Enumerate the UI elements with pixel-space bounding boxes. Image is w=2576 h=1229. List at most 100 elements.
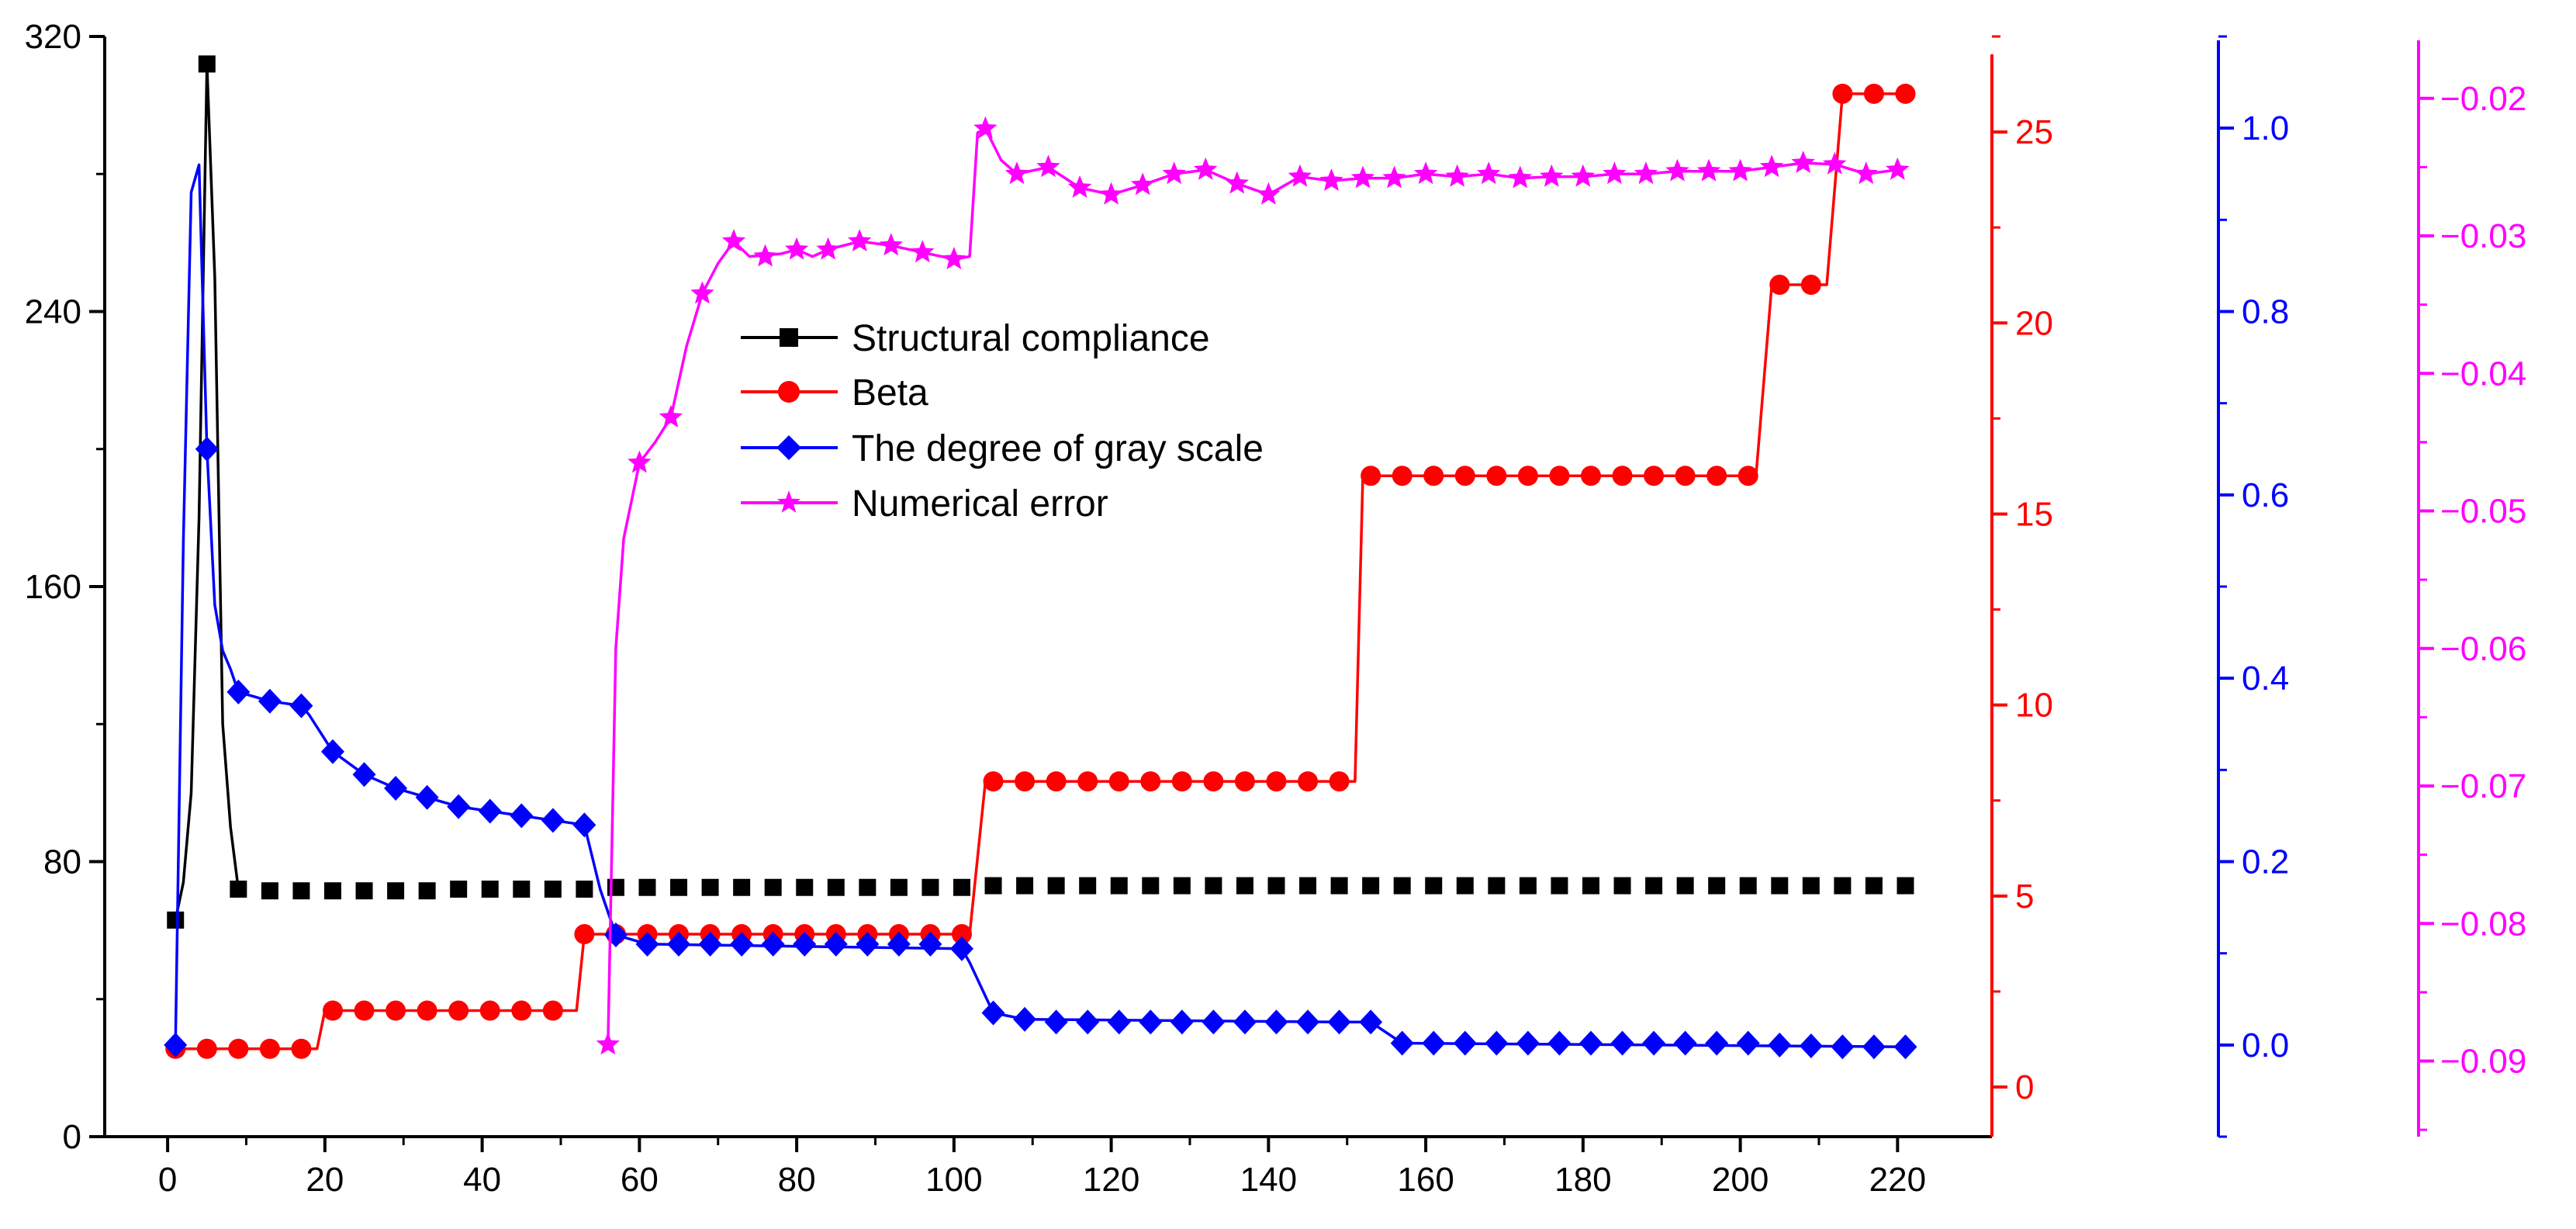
data-point-beta [259, 1038, 280, 1059]
data-point-gray [1547, 1030, 1572, 1056]
data-point-compliance [230, 880, 247, 898]
data-point-beta [1298, 771, 1319, 792]
data-point-compliance [1142, 877, 1160, 895]
data-point-gray [1893, 1034, 1917, 1060]
legend-entry-gray: The degree of gray scale [741, 428, 1264, 469]
x-tick-label: 120 [1083, 1161, 1139, 1199]
blue-tick-label: 0.8 [2242, 293, 2289, 331]
data-point-gray [1485, 1030, 1509, 1056]
data-point-beta [1108, 771, 1129, 792]
data-point-gray [667, 931, 691, 957]
data-point-gray [1202, 1009, 1226, 1035]
x-tick-label: 40 [463, 1161, 501, 1199]
data-point-gray [918, 931, 942, 957]
data-point-error [596, 1032, 620, 1055]
data-point-gray [572, 812, 596, 838]
data-point-compliance [1173, 877, 1191, 895]
data-point-gray [1296, 1009, 1320, 1035]
data-point-gray [1013, 1006, 1037, 1032]
data-point-beta [1549, 466, 1570, 486]
data-point-gray [1422, 1030, 1446, 1056]
data-point-gray [415, 784, 439, 810]
data-point-gray [1642, 1030, 1666, 1056]
data-point-compliance [1330, 877, 1348, 895]
data-point-gray [635, 931, 659, 957]
red-tick-label: 0 [2015, 1068, 2034, 1106]
magenta-tick-label: −0.03 [2440, 217, 2526, 255]
data-point-beta [196, 1038, 217, 1059]
data-point-error [1728, 158, 1752, 182]
data-point-error [690, 281, 714, 304]
data-point-compliance [576, 880, 593, 898]
data-point-compliance [544, 880, 562, 898]
data-point-beta [1015, 771, 1036, 792]
data-point-compliance [733, 878, 751, 896]
data-point-beta [1329, 771, 1350, 792]
magenta-tick-label: −0.04 [2440, 355, 2526, 393]
data-point-error [1886, 157, 1910, 180]
data-point-error [1257, 182, 1281, 205]
x-tick-label: 20 [306, 1161, 344, 1199]
data-point-error [1854, 161, 1878, 185]
data-point-error [1791, 151, 1815, 173]
data-point-compliance [1299, 877, 1317, 895]
data-point-compliance [1708, 877, 1726, 895]
data-point-gray [1578, 1030, 1603, 1056]
data-point-compliance [1519, 877, 1537, 895]
data-point-beta [417, 1000, 437, 1021]
data-point-compliance [1205, 877, 1222, 895]
data-point-gray [1139, 1009, 1163, 1035]
data-point-error [1823, 151, 1847, 175]
data-point-gray [510, 803, 534, 829]
magenta-tick-label: −0.09 [2440, 1043, 2526, 1081]
data-point-compliance [323, 882, 341, 900]
data-point-gray [1390, 1030, 1414, 1056]
data-point-error [1603, 161, 1627, 185]
data-point-gray [698, 931, 722, 957]
data-point-error [721, 229, 746, 251]
data-point-compliance [701, 878, 719, 896]
data-point-beta [1895, 83, 1916, 104]
left-tick-label: 320 [25, 18, 81, 56]
data-point-gray [1610, 1030, 1634, 1056]
data-point-beta [291, 1038, 312, 1059]
legend-entry-beta: Beta [741, 372, 928, 414]
data-point-compliance [859, 878, 877, 896]
data-point-error [879, 233, 903, 256]
magenta-tick-label: −0.06 [2440, 630, 2526, 668]
data-point-gray [1799, 1033, 1823, 1059]
data-point-error [784, 237, 809, 260]
x-tick-label: 60 [621, 1161, 659, 1199]
x-tick-label: 140 [1240, 1161, 1297, 1199]
data-point-error [1759, 154, 1784, 178]
data-point-gray [1170, 1009, 1194, 1035]
data-point-gray [478, 798, 502, 824]
data-point-gray [1673, 1030, 1697, 1056]
left-tick-label: 240 [25, 293, 81, 331]
data-point-beta [1738, 466, 1758, 486]
legend-marker-gray [776, 435, 801, 460]
series-layer [164, 55, 1917, 1060]
data-point-compliance [1834, 877, 1852, 895]
data-point-beta [386, 1000, 406, 1021]
data-point-beta [1580, 466, 1601, 486]
legend-marker-error [776, 490, 801, 513]
data-point-compliance [953, 878, 970, 896]
data-point-compliance [1865, 877, 1883, 895]
red-tick-label: 10 [2015, 687, 2053, 725]
data-point-beta [1171, 771, 1192, 792]
data-point-gray [1705, 1030, 1729, 1056]
data-point-gray [1233, 1009, 1257, 1035]
data-point-beta [1675, 466, 1696, 486]
data-point-gray [1044, 1009, 1068, 1035]
x-tick-label: 160 [1397, 1161, 1454, 1199]
data-point-error [1162, 161, 1186, 185]
data-point-compliance [1393, 877, 1411, 895]
data-point-gray [164, 1032, 188, 1058]
data-point-beta [1517, 466, 1538, 486]
data-point-gray [1831, 1034, 1855, 1060]
data-point-gray [856, 931, 880, 957]
data-point-beta [322, 1000, 343, 1021]
data-point-beta [1266, 771, 1287, 792]
data-point-compliance [984, 877, 1002, 895]
